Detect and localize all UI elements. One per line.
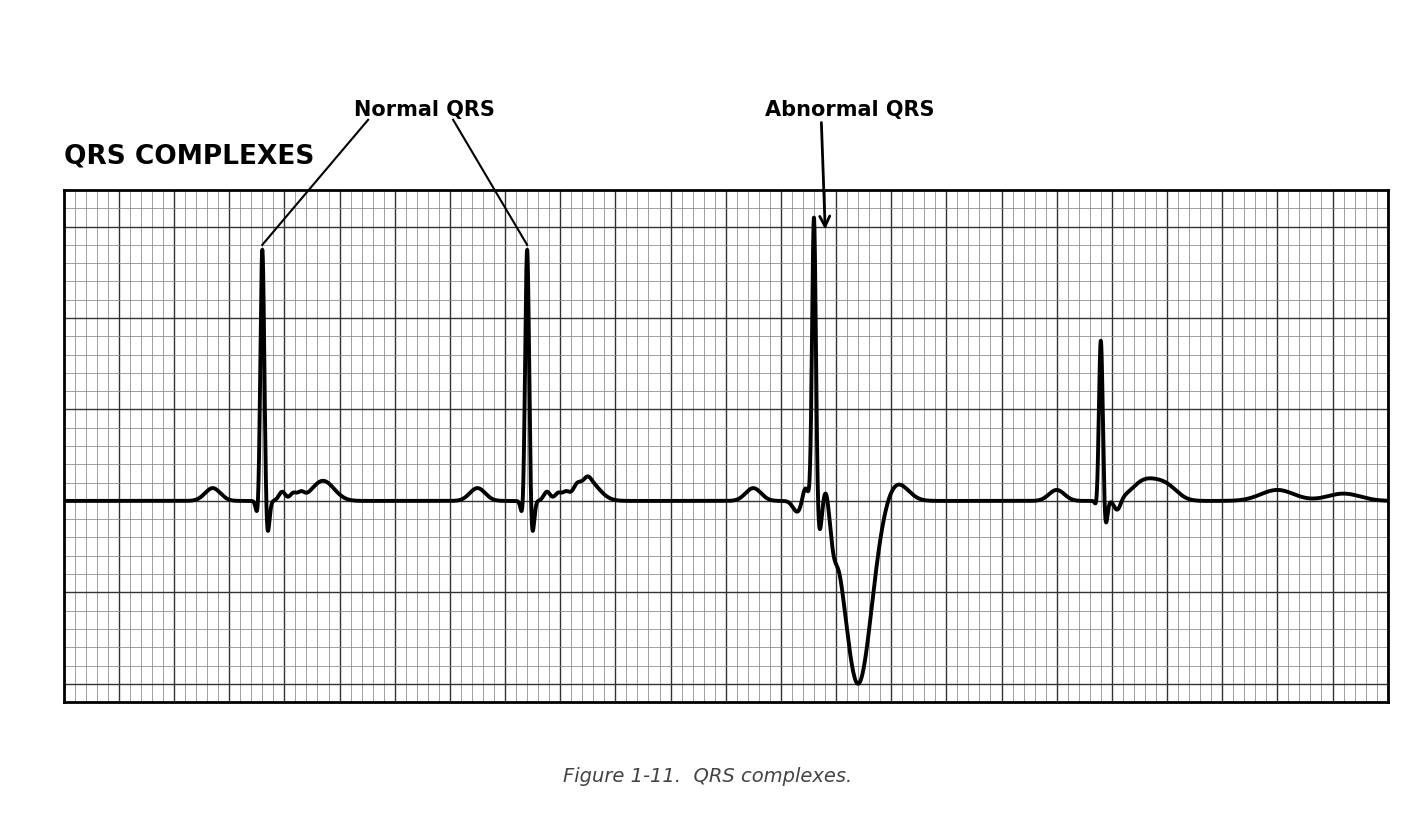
Text: QRS COMPLEXES: QRS COMPLEXES — [64, 144, 314, 169]
Text: Abnormal QRS: Abnormal QRS — [765, 100, 935, 120]
Text: Figure 1-11.  QRS complexes.: Figure 1-11. QRS complexes. — [564, 767, 852, 786]
Text: Normal QRS: Normal QRS — [354, 100, 496, 120]
